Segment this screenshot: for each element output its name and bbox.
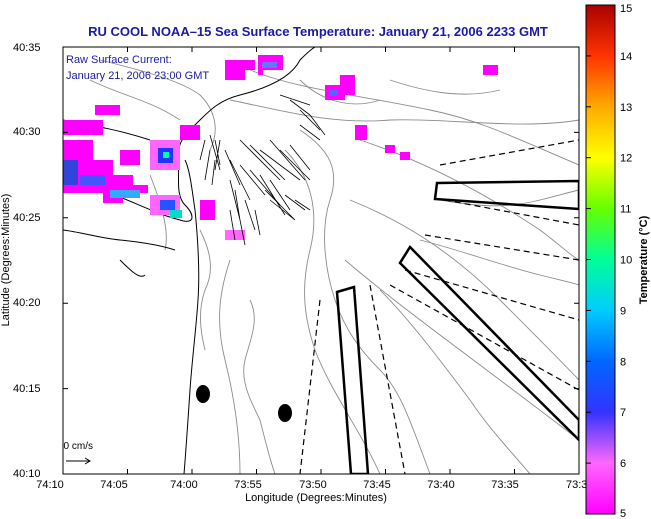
y-tick-label: 40:25 <box>13 212 41 224</box>
colorbar-tick-label: 6 <box>620 458 626 470</box>
colorbar-tick-label: 8 <box>620 356 626 368</box>
colorbar-tick-label: 15 <box>620 3 632 15</box>
map-plot-area: Raw Surface Current: January 21, 2006 23… <box>58 46 580 475</box>
x-axis-title: Longitude (Degrees:Minutes) <box>245 492 387 504</box>
y-tick-label: 40:20 <box>13 297 41 309</box>
sst-pixel-patches <box>63 55 498 240</box>
bathymetry-contours <box>89 59 579 474</box>
x-tick-label: 74:05 <box>100 479 128 491</box>
x-tick-label: 73:50 <box>299 479 327 491</box>
y-axis: 40:35 40:30 40:25 40:20 40:15 40:10 Lati… <box>0 42 579 480</box>
scale-arrow <box>66 457 91 465</box>
x-tick-label: 73:55 <box>234 479 262 491</box>
colorbar-tick-label: 11 <box>620 204 631 216</box>
station-marker <box>278 404 292 422</box>
colorbar-tick-label: 14 <box>620 51 632 63</box>
colorbar-tick-label: 7 <box>620 407 626 419</box>
x-tick-label: 74:10 <box>36 479 64 491</box>
colorbar-tick-label: 10 <box>620 255 632 267</box>
x-tick-label: 73:35 <box>491 479 519 491</box>
x-tick-label: 74:00 <box>170 479 198 491</box>
radar-sector-outlines <box>335 179 579 474</box>
x-tick-label: 73:40 <box>427 479 455 491</box>
temperature-colorbar: 15 14 13 12 11 10 9 8 7 6 5 Temperature (°C) <box>585 3 650 519</box>
colorbar-tick-label: 5 <box>620 508 626 519</box>
radial-dashed-lines <box>299 139 579 474</box>
colorbar-tick-label: 13 <box>620 102 632 114</box>
station-marker <box>196 385 210 403</box>
colorbar-tick-label: 12 <box>620 153 632 165</box>
current-legend-line1: Raw Surface Current: <box>66 54 172 66</box>
y-tick-label: 40:10 <box>13 468 41 480</box>
colorbar-title: Temperature (°C) <box>638 215 650 304</box>
current-vectors <box>199 94 326 246</box>
y-tick-label: 40:35 <box>13 42 41 54</box>
x-tick-label: 73:3 <box>566 479 587 491</box>
figure-title: RU COOL NOAA–15 Sea Surface Temperature:… <box>88 24 548 39</box>
colorbar-tick-label: 9 <box>620 305 626 317</box>
x-axis: 74:10 74:05 74:00 73:55 73:50 73:45 73:4… <box>36 47 587 504</box>
scale-arrow-label: 50 cm/s <box>58 441 93 452</box>
y-tick-label: 40:15 <box>13 383 41 395</box>
x-tick-label: 73:45 <box>363 479 391 491</box>
y-axis-title: Latitude (Degrees:Minutes) <box>0 194 12 327</box>
current-legend-line2: January 21, 2006 23:00 GMT <box>66 70 209 82</box>
y-tick-label: 40:30 <box>13 126 41 138</box>
